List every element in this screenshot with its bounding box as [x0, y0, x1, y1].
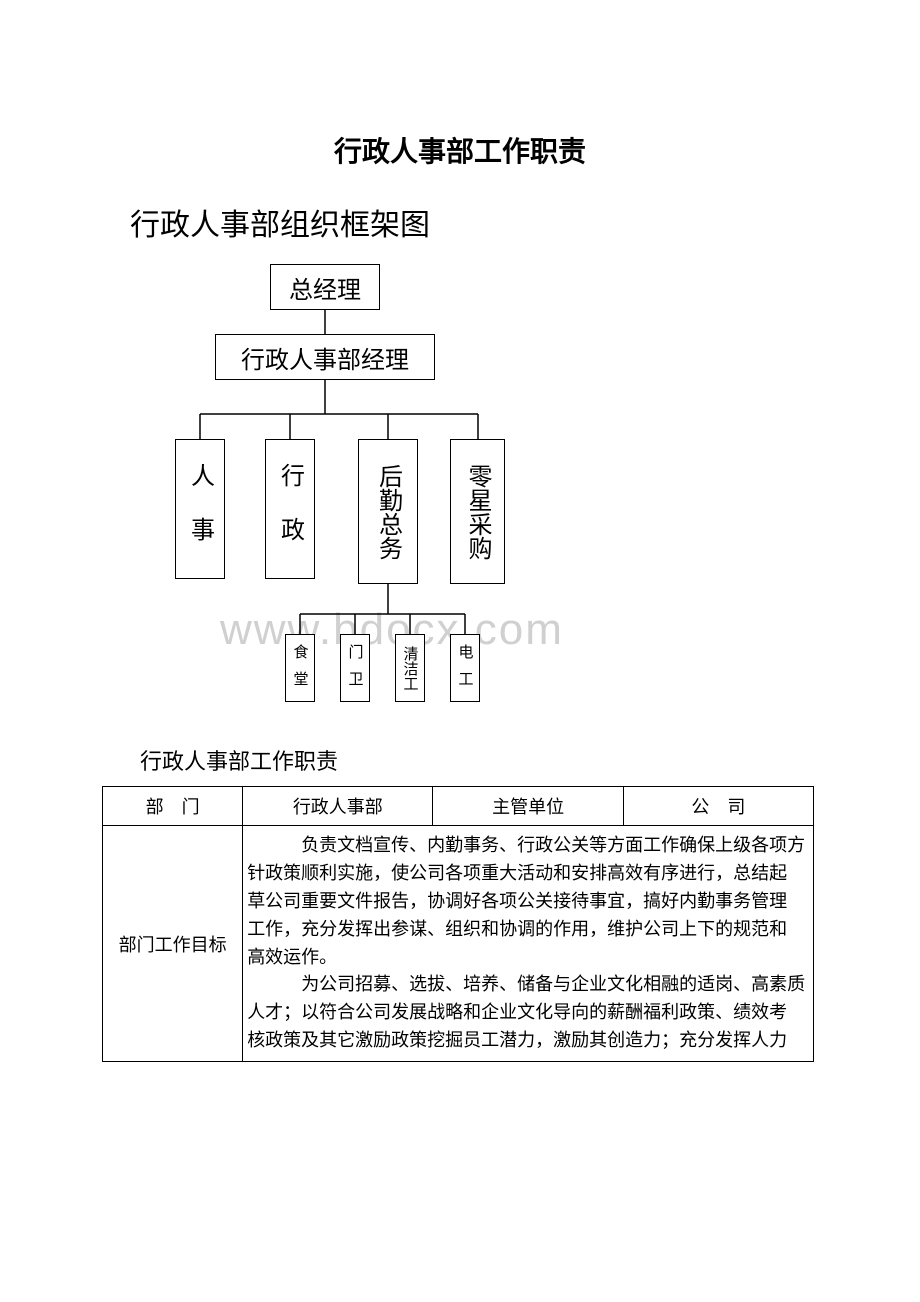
- body-l4: 工作，充分发挥出参谋、组织和协调的作用，维护公司上下的规范和: [247, 919, 787, 939]
- node-general-manager: 总经理: [270, 264, 380, 310]
- row-label-goal: 部门工作目标: [103, 826, 243, 1062]
- table-section-title: 行政人事部工作职责: [140, 744, 820, 776]
- row-body-goal: 负责文档宣传、内勤事务、行政公关等方面工作确保上级各项方 针政策顺利实施，使公司…: [243, 826, 814, 1062]
- page-container: 行政人事部工作职责 行政人事部组织框架图 总经理: [0, 0, 920, 1102]
- th-company: 公 司: [623, 787, 813, 826]
- body-p1: 负责文档宣传、内勤事务、行政公关等方面工作确保上级各项方: [247, 832, 809, 860]
- node-canteen: 食堂: [285, 634, 315, 702]
- th-hr-dept: 行政人事部: [243, 787, 433, 826]
- body-l7: 人才；以符合公司发展战略和企业文化导向的薪酬福利政策、绩效考: [247, 1002, 787, 1022]
- body-l5: 高效运作。: [247, 947, 337, 967]
- body-l2: 针政策顺利实施，使公司各项重大活动和安排高效有序进行，总结起: [247, 863, 787, 883]
- main-title: 行政人事部工作职责: [100, 130, 820, 170]
- node-procurement: 零星采购: [450, 439, 505, 584]
- table-header-row: 部 门 行政人事部 主管单位 公 司: [103, 787, 814, 826]
- node-electrician: 电工: [450, 634, 480, 702]
- node-hr: 人事: [175, 439, 225, 579]
- body-l8: 核政策及其它激励政策挖掘员工潜力，激励其创造力；充分发挥人力: [247, 1030, 787, 1050]
- node-hr-admin-manager: 行政人事部经理: [215, 334, 435, 380]
- table-row: 部门工作目标 负责文档宣传、内勤事务、行政公关等方面工作确保上级各项方 针政策顺…: [103, 826, 814, 1062]
- body-p2: 为公司招募、选拔、培养、储备与企业文化相融的适岗、高素质: [247, 971, 809, 999]
- responsibility-table: 部 门 行政人事部 主管单位 公 司 部门工作目标 负责文档宣传、内勤事务、行政…: [102, 786, 814, 1062]
- org-chart: 总经理 行政人事部经理 人事 行政 后勤总务 零星采购 食堂 门卫 清洁工 电工: [130, 264, 630, 724]
- th-department: 部 门: [103, 787, 243, 826]
- node-logistics: 后勤总务: [358, 439, 418, 584]
- th-supervisor: 主管单位: [433, 787, 623, 826]
- node-admin: 行政: [265, 439, 315, 579]
- org-chart-title: 行政人事部组织框架图: [100, 200, 820, 244]
- body-l3: 草公司重要文件报告，协调好各项公关接待事宜，搞好内勤事务管理: [247, 891, 787, 911]
- node-cleaner: 清洁工: [395, 634, 425, 702]
- node-guard: 门卫: [340, 634, 370, 702]
